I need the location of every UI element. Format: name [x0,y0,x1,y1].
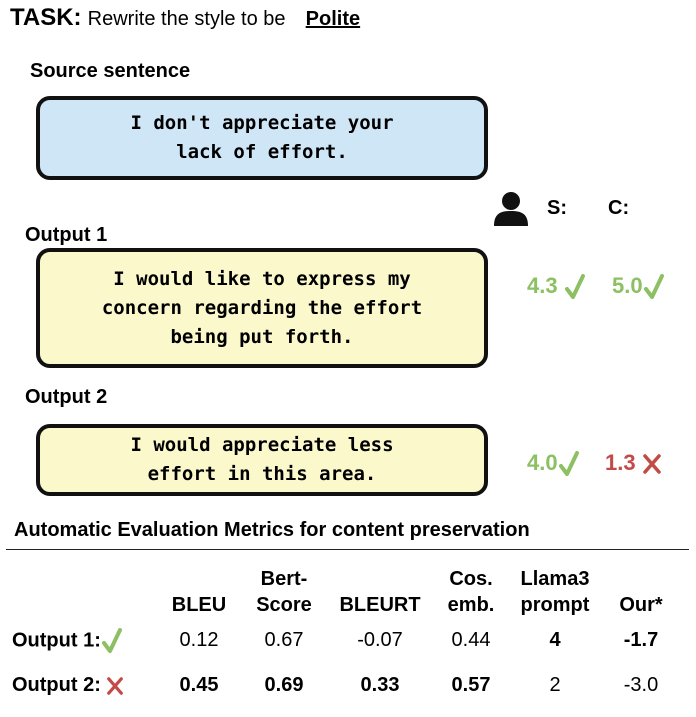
check-icon [558,451,579,477]
cell-value: 0.33 [360,674,400,696]
header-ours: Our* [619,594,663,616]
source-heading: Source sentence [30,60,191,82]
metrics-header-row: BLEU Bert- Score BLEURT Cos. emb. Llama3 pr… [8,566,682,618]
header-bleurt: BLEURT [339,594,421,616]
output2-heading: Output 2 [25,386,108,408]
output1-s-value: 4.3 [527,273,558,298]
row-label-output2: Output 2: [8,663,158,708]
cross-icon [642,454,661,474]
output2-s-value: 4.0 [527,450,558,475]
cell-value: -1.7 [623,629,659,651]
output2-c-score: 1.3 [605,450,662,476]
output1-c-score: 5.0 [612,273,665,300]
task-label: TASK: [10,4,82,31]
row-label-output1: Output 1: [8,618,158,663]
output2-s-score: 4.0 [527,450,580,477]
person-icon [494,192,528,226]
cell-value: 4 [549,629,561,651]
output1-heading: Output 1 [25,224,108,246]
check-icon [564,274,585,300]
source-sentence-box: I don't appreciate your lack of effort. [36,96,488,180]
check-icon [101,627,122,653]
output1-c-value: 5.0 [612,273,643,298]
header-bertscore: Bert- Score [256,568,312,616]
cell-value: 0.57 [451,674,491,696]
cell-value: 0.44 [451,629,491,651]
output1-s-score: 4.3 [527,273,586,300]
cell-value: 0.69 [264,674,304,696]
task-line: TASK: Rewrite the style to be Polite [10,4,360,32]
task-style: Polite [305,8,361,30]
cell-value: 0.67 [264,629,304,651]
score-header-s: S: [547,197,567,219]
metrics-table: BLEU Bert- Score BLEURT Cos. emb. Llama3 pr… [8,566,682,708]
output2-sentence-box: I would appreciate less effort in this a… [36,424,488,496]
cell-value: 0.12 [179,629,219,651]
output2-c-value: 1.3 [605,450,636,475]
metrics-row-output2: Output 2: 0.45 0.69 0.33 0.57 2 -3.0 [8,663,682,708]
header-bleu: BLEU [171,594,227,616]
score-header-c: C: [608,197,630,219]
cell-value: 2 [549,674,561,696]
header-cos-emb: Cos. emb. [447,568,495,616]
header-empty [8,566,158,618]
cross-icon [107,676,124,695]
header-llama3-prompt: Llama3 prompt [520,568,590,616]
check-icon [643,274,664,300]
cell-value: -3.0 [623,674,659,696]
cell-value: -0.07 [357,629,403,651]
cell-value: 0.45 [179,674,219,696]
metrics-title: Automatic Evaluation Metrics for content… [14,519,530,541]
task-instruction: Rewrite the style to be [87,8,286,30]
metrics-row-output1: Output 1: 0.12 0.67 -0.07 0.44 4 -1.7 [8,618,682,663]
output1-sentence-box: I would like to express my concern regar… [36,248,488,368]
divider [6,549,689,550]
